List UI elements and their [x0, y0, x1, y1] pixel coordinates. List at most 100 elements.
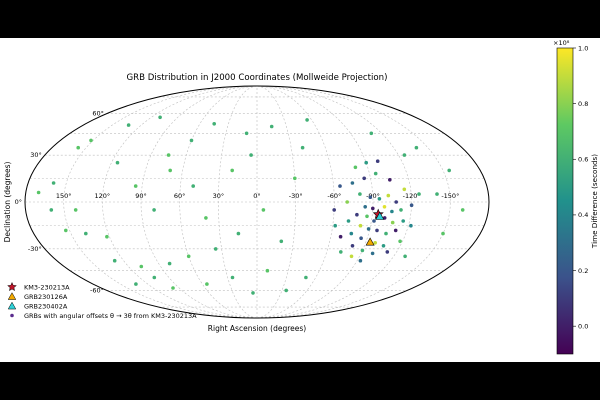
GRB230402A-marker: [375, 211, 385, 220]
grb-point: [269, 124, 274, 129]
x-axis-label: Right Ascension (degrees): [208, 324, 306, 333]
grb-point: [236, 231, 241, 236]
grb-point: [338, 234, 343, 239]
grb-point: [139, 264, 144, 269]
grb-point: [377, 197, 382, 201]
grb-point: [293, 176, 297, 181]
figure: GRB Distribution in J2000 Coordinates (M…: [0, 38, 600, 362]
grb-point: [365, 214, 369, 219]
grb-point: [338, 184, 342, 188]
grb-point: [435, 192, 439, 196]
grb-point: [386, 193, 391, 198]
colorbar-tick-label: 1.0: [578, 44, 588, 52]
grb-point: [394, 200, 399, 204]
grb-point: [384, 231, 388, 236]
grb-point: [186, 254, 191, 259]
grb-point: [388, 178, 392, 182]
colorbar-ticks: 0.0 0.2 0.4 0.6 0.8 1.0: [573, 44, 588, 330]
grb-point: [350, 181, 355, 185]
ra-tick-label: -30°: [289, 192, 303, 200]
grb-point: [204, 216, 208, 220]
dec-tick-label: 30°: [30, 151, 42, 159]
grb-point: [51, 181, 56, 185]
grb-point: [375, 228, 379, 233]
legend-label: KM3-230213A: [24, 283, 70, 291]
grb-point: [64, 228, 68, 233]
grb-point: [333, 223, 338, 228]
grb-point: [363, 205, 368, 209]
grb-point: [382, 216, 387, 220]
grb-point: [345, 200, 350, 204]
grb-point: [133, 184, 138, 188]
ra-tick-label: -150°: [441, 192, 459, 200]
graticule: [25, 85, 489, 319]
ra-tick-label: 120°: [94, 192, 110, 200]
grb-point: [300, 145, 305, 150]
grb-point: [399, 208, 403, 212]
colorbar: ×10⁸ 0.0 0.2 0.4 0.6 0.8 1.0 Time Difference …: [553, 39, 599, 355]
legend-label: GRB230126A: [24, 293, 68, 301]
colorbar-tick-label: 0.2: [578, 267, 588, 275]
grb-point: [350, 244, 355, 248]
grb-point: [332, 208, 337, 212]
grb-point: [401, 219, 406, 223]
grb-point: [134, 282, 138, 286]
grb-point: [369, 131, 374, 136]
grb-point: [284, 288, 289, 293]
grb-point: [265, 268, 270, 273]
grb-point: [76, 145, 80, 150]
dec-tick-label: -60°: [90, 286, 104, 294]
grb-point: [168, 168, 172, 173]
grb-point: [349, 254, 354, 259]
meridian-line: [140, 85, 258, 319]
grb-point: [213, 247, 218, 251]
grb-point: [166, 153, 171, 157]
legend-marker: [10, 313, 14, 318]
ra-tick-label: -120°: [403, 192, 421, 200]
grb-point: [368, 195, 373, 199]
grb-point: [371, 206, 375, 211]
grb-point: [230, 168, 234, 173]
colorbar-tick-label: 0.8: [578, 100, 588, 108]
meridian-line: [179, 85, 258, 319]
grb-point: [373, 171, 378, 176]
ra-tick-label: 60°: [174, 192, 186, 200]
grb-point: [84, 231, 88, 236]
grb-point: [359, 236, 363, 240]
ra-tick-label: 150°: [56, 192, 72, 200]
highlight-markers: [365, 208, 385, 246]
grb-point: [417, 192, 421, 196]
grb-point: [355, 212, 359, 217]
legend-marker: [7, 281, 17, 292]
grb-point: [373, 241, 378, 245]
legend-label: GRBs with angular offsets θ → 3θ from KM…: [24, 312, 197, 320]
grb-point: [167, 261, 172, 266]
grb-point: [364, 160, 369, 165]
grb-point: [390, 209, 394, 214]
grb-point: [372, 219, 376, 223]
colorbar-tick-label: 0.6: [578, 156, 588, 164]
grb-point: [152, 208, 156, 212]
grb-point: [349, 231, 354, 236]
grb-point: [249, 153, 253, 157]
grb-point: [171, 286, 175, 290]
dec-tick-label: 0°: [15, 198, 22, 206]
y-axis-label: Declination (degrees): [3, 162, 12, 243]
ra-tick-label: -60°: [327, 192, 341, 200]
ra-tick-label: 30°: [213, 192, 225, 200]
grb-point: [73, 208, 78, 212]
GRB230126A-marker: [365, 237, 375, 246]
grb-point: [261, 208, 266, 212]
legend-marker: [7, 292, 17, 300]
colorbar-gradient: [556, 47, 574, 355]
grb-point: [409, 223, 413, 228]
ra-tick-label: 0°: [253, 192, 260, 200]
grb-point: [358, 192, 362, 196]
grb-point: [158, 115, 162, 120]
mollweide-chart: GRB Distribution in J2000 Coordinates (M…: [3, 39, 599, 355]
grb-point: [366, 227, 371, 231]
grb-point: [112, 258, 117, 263]
grb-points: [36, 115, 465, 295]
grb-point: [191, 184, 195, 188]
